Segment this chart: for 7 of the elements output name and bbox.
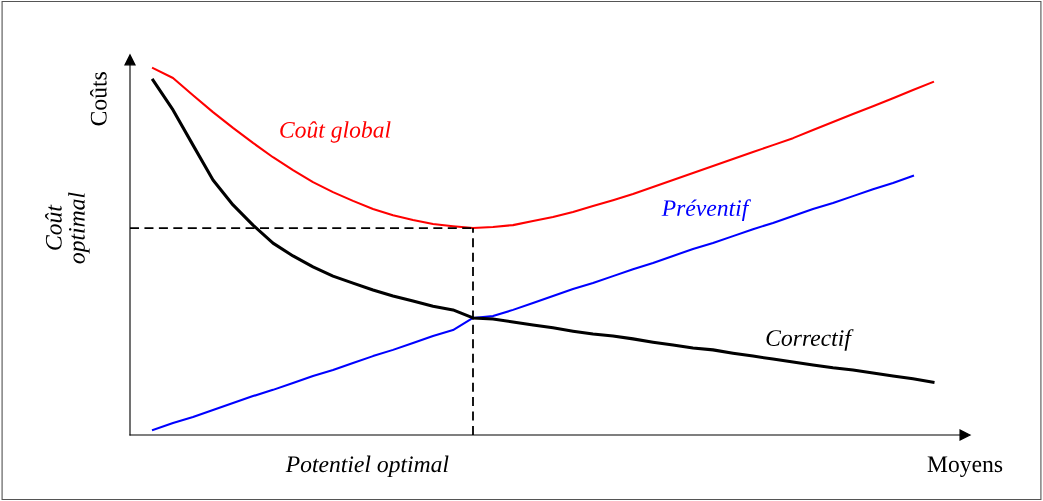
ref-line-label: Coût optimal — [45, 192, 90, 264]
series-label: Préventif — [661, 199, 751, 221]
series-label: Coût global — [280, 121, 391, 143]
y-axis-title: Coûts — [90, 72, 107, 126]
text: Potentiel optimal — [285, 455, 449, 478]
x-axis-title: Moyens — [927, 456, 1003, 478]
series-label: Correctif — [766, 329, 854, 351]
